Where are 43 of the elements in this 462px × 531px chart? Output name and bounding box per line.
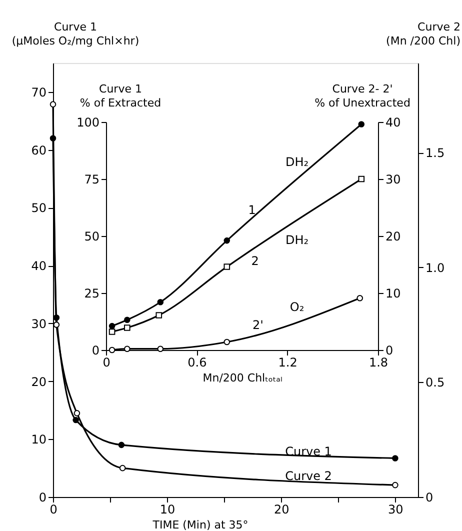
y-tick-label: 40	[31, 259, 46, 274]
annotation: 2'	[252, 318, 264, 332]
y2-tick-label: 20	[386, 230, 401, 244]
y-tick-label: 50	[31, 201, 46, 216]
annotation: O₂	[290, 300, 304, 314]
y2-tick-label: 0	[386, 344, 394, 358]
y-tick-label: 70	[31, 85, 46, 100]
x-tick-label: 10	[160, 502, 176, 516]
y-tick-label: 10	[31, 432, 46, 447]
annotation: DH₂	[285, 233, 309, 247]
annotation: DH₂	[285, 155, 309, 169]
y-tick-label: 50	[84, 230, 100, 244]
y-tick-label: 0	[92, 344, 100, 358]
y-tick-label: 60	[31, 143, 46, 158]
y2-tick-label: 0	[426, 490, 434, 504]
x-axis-title: Mn/200 Chlₜₒₜₐₗ	[202, 372, 282, 384]
y2-axis-title: Curve 2- 2' % of Unextracted	[314, 82, 410, 110]
x-tick-label: 0	[50, 502, 58, 516]
y-tick-label: 75	[84, 172, 100, 186]
x-tick-label: 0	[102, 356, 110, 370]
y-axis-title: Curve 1 (μMoles O₂/mg Chl×hr)	[12, 20, 140, 48]
y2-tick-label: 10	[386, 286, 401, 300]
x-axis-title: TIME (Min) at 35°	[152, 518, 248, 531]
x-tick-label: 30	[388, 502, 404, 516]
annotation: 1	[248, 203, 256, 217]
y-tick-label: 30	[31, 316, 46, 331]
y-tick-label: 20	[31, 374, 46, 389]
x-tick-label: 20	[274, 502, 290, 516]
y-axis-title: Curve 1 % of Extracted	[80, 82, 162, 110]
x-tick-label: 1.2	[278, 356, 298, 370]
x-tick-label: 1.8	[368, 356, 388, 370]
x-tick-label: 0.6	[188, 356, 207, 370]
y2-tick-label: 1.0	[426, 260, 445, 275]
y2-axis-title: Curve 2 (Mn /200 Chl)	[386, 20, 460, 48]
y-tick-label: 100	[76, 116, 100, 130]
y2-tick-label: 30	[386, 172, 401, 186]
annotation: Curve 2	[285, 469, 332, 484]
y-tick-label: 0	[38, 490, 46, 504]
annotation: 2	[251, 254, 259, 268]
y2-tick-label: 1.5	[426, 146, 445, 160]
y-tick-label: 25	[84, 286, 100, 300]
y2-tick-label: 0.5	[426, 376, 445, 390]
y2-tick-label: 40	[386, 116, 401, 130]
